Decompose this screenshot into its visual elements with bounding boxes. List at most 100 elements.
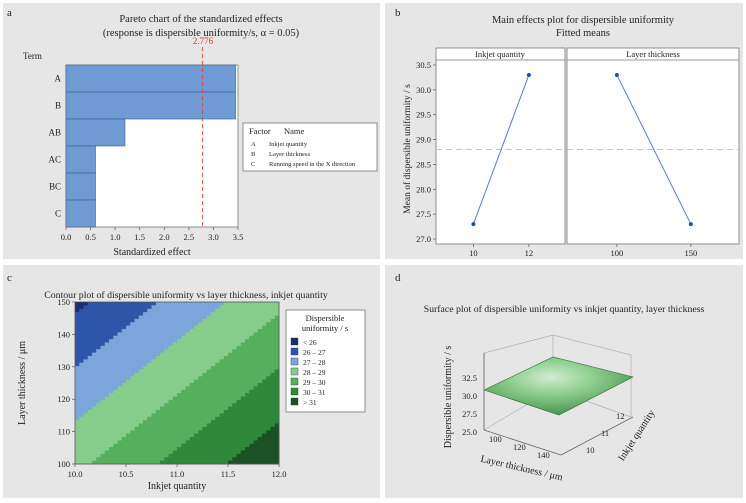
contour-cell bbox=[134, 329, 140, 333]
contour-cell bbox=[75, 430, 80, 435]
contour-cell bbox=[262, 453, 267, 458]
contour-cell bbox=[198, 332, 203, 337]
contour-cell bbox=[134, 379, 140, 384]
contour-cell bbox=[194, 430, 199, 435]
contour-cell bbox=[189, 308, 195, 313]
contour-cell bbox=[113, 329, 118, 333]
contour-cell bbox=[189, 423, 195, 428]
contour-cell bbox=[104, 440, 110, 445]
contour-cell bbox=[172, 312, 178, 316]
contour-cell bbox=[206, 399, 212, 404]
contour-cell bbox=[151, 372, 157, 377]
contour-cell bbox=[249, 342, 254, 347]
contour-cell bbox=[219, 366, 225, 370]
contour-cell bbox=[83, 410, 89, 414]
contour-cell bbox=[228, 359, 233, 364]
contour-cell bbox=[134, 359, 140, 364]
contour-cell bbox=[155, 366, 161, 370]
contour-cell bbox=[126, 453, 131, 458]
contour-cell bbox=[189, 410, 195, 414]
contour-cell bbox=[245, 318, 250, 323]
panel-c: c Contour plot of dispersible uniformity… bbox=[3, 265, 380, 498]
contour-cell bbox=[138, 366, 144, 370]
contour-cell bbox=[109, 335, 114, 340]
contour-cell bbox=[257, 372, 263, 377]
contour-cell bbox=[83, 450, 89, 455]
contour-cell bbox=[155, 443, 161, 448]
contour-cell bbox=[104, 342, 110, 347]
main-effects-title-line2: Fitted means bbox=[556, 28, 610, 39]
contour-cell bbox=[189, 335, 195, 340]
contour-cell bbox=[245, 352, 250, 357]
contour-cell bbox=[185, 386, 191, 391]
contour-cell bbox=[87, 450, 93, 455]
contour-cell bbox=[181, 335, 186, 340]
contour-cell bbox=[232, 342, 237, 347]
contour-cell bbox=[185, 312, 191, 316]
contour-cell bbox=[104, 329, 110, 333]
contour-cell bbox=[262, 359, 267, 364]
contour-cell bbox=[211, 426, 216, 431]
contour-cell bbox=[143, 443, 148, 448]
surface-ytick-11: 11 bbox=[601, 428, 609, 438]
contour-cell bbox=[232, 423, 237, 428]
contour-cell bbox=[189, 369, 195, 374]
contour-cell bbox=[75, 403, 80, 408]
contour-cell bbox=[168, 335, 174, 340]
contour-cell bbox=[177, 413, 182, 418]
contour-cell bbox=[266, 393, 271, 397]
contour-cell bbox=[100, 362, 106, 367]
contour-cell bbox=[92, 308, 97, 313]
contour-cell bbox=[228, 423, 233, 428]
contour-cell bbox=[164, 318, 169, 323]
contour-cell bbox=[87, 322, 93, 327]
contour-cell bbox=[121, 430, 127, 435]
contour-cell bbox=[240, 356, 246, 360]
contour-cell bbox=[211, 332, 216, 337]
contour-cell bbox=[219, 318, 225, 323]
contour-cell bbox=[211, 447, 216, 451]
contour-cell bbox=[228, 379, 233, 384]
contour-cell bbox=[92, 389, 97, 394]
contour-cell bbox=[181, 349, 186, 354]
contour-cell bbox=[257, 420, 263, 424]
contour-cell bbox=[113, 312, 118, 316]
contour-cell bbox=[211, 423, 216, 428]
contour-cell bbox=[223, 453, 229, 458]
contour-cell bbox=[160, 396, 165, 401]
contour-cell bbox=[130, 359, 135, 364]
contour-cell bbox=[257, 447, 263, 451]
contour-cell bbox=[75, 359, 80, 364]
contour-cell bbox=[257, 342, 263, 347]
contour-cell bbox=[219, 349, 225, 354]
contour-cell bbox=[185, 430, 191, 435]
contour-cell bbox=[109, 312, 114, 316]
surface-ztick-250: 25.0 bbox=[462, 427, 477, 437]
contour-cell bbox=[257, 440, 263, 445]
pareto-category-label: B bbox=[55, 101, 61, 111]
contour-cell bbox=[215, 403, 220, 408]
contour-cell bbox=[257, 312, 263, 316]
contour-cell bbox=[270, 305, 276, 310]
contour-cell bbox=[249, 443, 254, 448]
contour-cell bbox=[236, 410, 242, 414]
contour-cell bbox=[151, 369, 157, 374]
contour-cell bbox=[198, 399, 203, 404]
contour-cell bbox=[181, 362, 186, 367]
contour-cell bbox=[274, 396, 280, 401]
contour-cell bbox=[104, 308, 110, 313]
contour-cell bbox=[130, 329, 135, 333]
contour-cell bbox=[151, 430, 157, 435]
contour-cell bbox=[232, 393, 237, 397]
contour-cell bbox=[96, 443, 101, 448]
contour-cell bbox=[151, 312, 157, 316]
contour-cell bbox=[79, 410, 84, 414]
contour-cell bbox=[202, 315, 208, 320]
contour-cell bbox=[206, 383, 212, 387]
contour-cell bbox=[92, 457, 97, 462]
contour-cell bbox=[151, 329, 157, 333]
contour-cell bbox=[257, 383, 263, 387]
contour-cell bbox=[104, 416, 110, 421]
contour-cell bbox=[143, 383, 148, 387]
contour-cell bbox=[126, 332, 131, 337]
